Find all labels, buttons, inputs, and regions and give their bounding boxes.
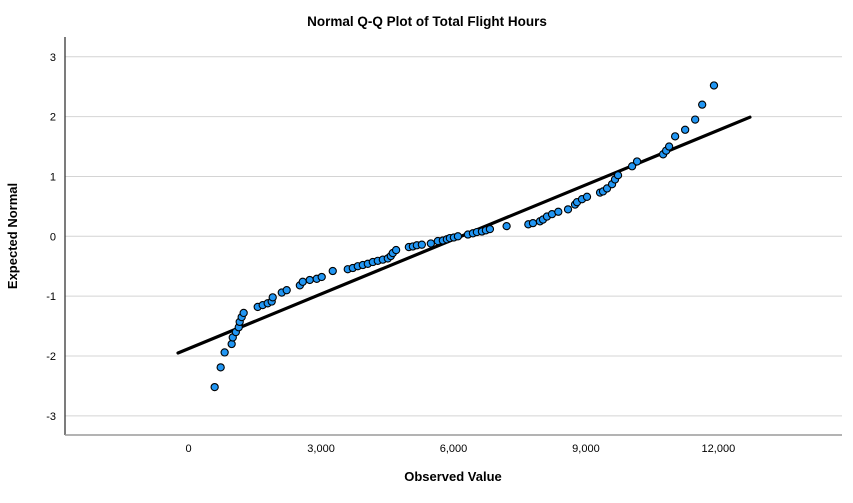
data-point: [680, 125, 690, 134]
data-point: [305, 275, 314, 285]
data-point: [502, 221, 511, 231]
data-point: [216, 363, 225, 372]
plot-frame: [64, 37, 842, 436]
data-point: [698, 100, 707, 109]
y-axis-tick-labels: 3 2 1 0 -1 -2 -3: [46, 52, 56, 423]
data-point: [426, 239, 436, 248]
data-point: [485, 224, 495, 234]
y-tick-label: 3: [50, 52, 56, 64]
x-axis-label: Observed Value: [404, 469, 502, 484]
data-point: [298, 277, 307, 286]
x-tick-label: 9,000: [572, 443, 600, 455]
x-tick-label: 6,000: [440, 443, 468, 455]
y-tick-label: 1: [50, 171, 56, 183]
data-point: [691, 115, 700, 124]
data-point: [417, 240, 426, 249]
data-point: [613, 171, 623, 180]
chart-title: Normal Q-Q Plot of Total Flight Hours: [307, 14, 547, 29]
data-point: [664, 142, 674, 151]
x-tick-label: 0: [186, 443, 192, 455]
data-point: [528, 218, 538, 228]
data-point: [453, 232, 463, 241]
data-point: [627, 162, 637, 171]
data-point: [282, 286, 291, 295]
data-point: [554, 207, 563, 216]
data-point: [563, 205, 573, 214]
data-point: [239, 308, 248, 318]
y-tick-label: -2: [46, 351, 56, 363]
data-point: [670, 132, 680, 141]
data-point: [328, 266, 337, 276]
y-axis-label: Expected Normal: [5, 183, 20, 289]
data-point: [210, 382, 219, 392]
data-points: [210, 81, 719, 392]
data-point: [391, 245, 401, 255]
data-point: [220, 348, 229, 357]
data-point: [709, 81, 719, 90]
data-point: [632, 157, 642, 166]
y-tick-label: -1: [46, 291, 56, 303]
x-tick-label: 3,000: [307, 443, 335, 455]
x-axis-tick-labels: 0 3,000 6,000 9,000 12,000: [186, 443, 736, 455]
y-tick-label: 2: [50, 112, 56, 124]
data-point: [227, 339, 236, 349]
gridlines: [65, 56, 842, 417]
x-tick-label: 12,000: [702, 443, 736, 455]
data-point: [582, 192, 592, 201]
y-tick-label: -3: [46, 411, 56, 423]
data-point: [268, 293, 277, 302]
data-point: [317, 272, 326, 282]
y-tick-label: 0: [50, 231, 56, 243]
